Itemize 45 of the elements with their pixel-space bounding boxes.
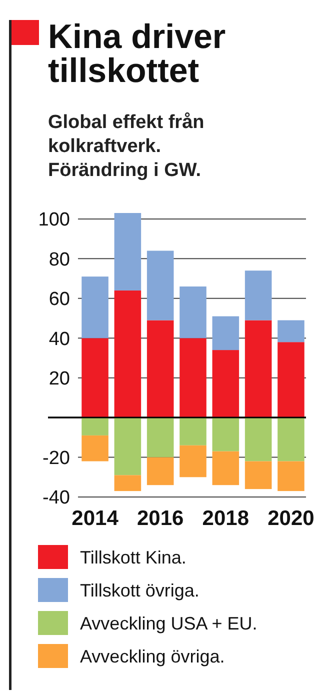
chart-subtitle: Global effekt från kolkraftverk. Förändring i GW. [48, 112, 204, 181]
bar [82, 418, 108, 436]
legend-label: Tillskott övriga. [80, 580, 200, 600]
y-tick-label: 100 [38, 210, 70, 231]
bar [278, 461, 304, 492]
legend-label: Avveckling övriga. [80, 646, 225, 666]
bar [114, 418, 142, 476]
chart-title: Kina driver tillskottet [48, 18, 226, 90]
y-tick-label: 20 [48, 368, 70, 390]
y-tick-label: 80 [48, 249, 70, 270]
bar [180, 418, 206, 446]
bar [82, 276, 108, 338]
bar [114, 213, 142, 290]
legend-label: Tillskott Kina. [80, 547, 186, 568]
x-tick-label: 2014 [72, 507, 119, 530]
y-tick-label: 40 [48, 328, 70, 350]
y-tick-label: -20 [42, 448, 70, 469]
bar [180, 445, 206, 478]
bar [146, 320, 174, 418]
bar [212, 316, 240, 350]
bar [212, 350, 240, 418]
bar [114, 290, 142, 418]
bar [244, 320, 272, 418]
bar [212, 451, 240, 486]
bar [278, 418, 304, 462]
x-tick-label: 2018 [202, 507, 250, 530]
x-tick-label: 2016 [136, 507, 184, 530]
bar [82, 338, 108, 418]
bar [180, 338, 206, 418]
bar [180, 286, 206, 338]
bar [146, 418, 174, 458]
bar [146, 457, 174, 486]
bar [82, 435, 108, 462]
legend-label: Avveckling USA + EU. [80, 613, 258, 634]
bar [212, 418, 240, 452]
bar [146, 250, 174, 320]
bar [278, 320, 304, 342]
bar [244, 418, 272, 462]
bar [244, 461, 272, 490]
bar [244, 270, 272, 320]
bar [114, 475, 142, 492]
y-tick-label: -40 [42, 488, 70, 509]
bar [278, 342, 304, 418]
x-tick-label: 2020 [268, 507, 314, 530]
y-tick-label: 60 [48, 289, 70, 310]
